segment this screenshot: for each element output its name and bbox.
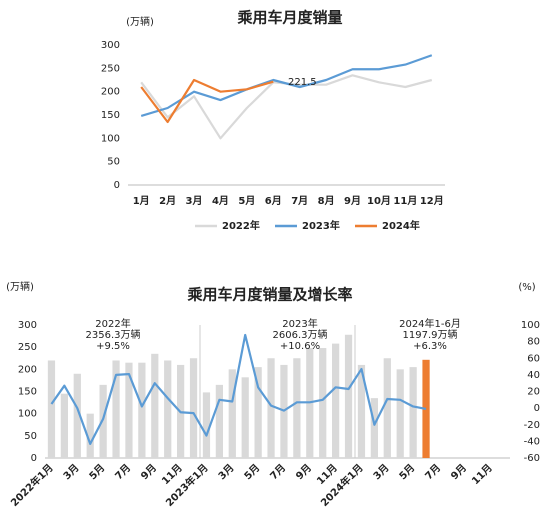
x-tick-label: 9月 xyxy=(294,462,314,482)
bar xyxy=(202,392,211,458)
bar xyxy=(370,398,378,458)
y-tick-label: 250 xyxy=(101,63,120,74)
x-tick-label: 10月 xyxy=(367,195,391,207)
x-tick-label: 11月 xyxy=(469,462,494,487)
legend-label: 2024年 xyxy=(382,219,420,232)
annotation: 2022年 xyxy=(95,317,130,330)
x-tick-label: 9月 xyxy=(344,195,361,207)
bar xyxy=(189,358,198,458)
chart-title: 乘用车月度销量 xyxy=(236,9,342,27)
y2-unit-label: (%) xyxy=(518,282,535,293)
x-tick-label: 2月 xyxy=(159,195,176,207)
y-tick-label: 150 xyxy=(101,110,120,121)
line xyxy=(50,333,427,445)
x-tick-label: 3月 xyxy=(186,195,203,207)
annotation: +10.6% xyxy=(280,341,320,352)
y-tick-label: 200 xyxy=(18,364,37,375)
legend-label: 2023年 xyxy=(302,219,340,232)
x-tick-label: 7月 xyxy=(291,195,308,207)
bar xyxy=(383,358,391,458)
annotation: 2023年 xyxy=(282,317,317,330)
y2-tick-label: 0 xyxy=(534,403,540,414)
annotation: 2356.3万辆 xyxy=(86,328,141,341)
chart-title: 乘用车月度销量及增长率 xyxy=(186,286,352,304)
y2-tick-label: 40 xyxy=(527,370,540,381)
x-tick-label: 7月 xyxy=(268,462,288,482)
annotation: +6.3% xyxy=(413,341,447,352)
x-tick-label: 9月 xyxy=(139,462,159,482)
x-tick-label: 3月 xyxy=(371,462,391,482)
y2-tick-label: -60 xyxy=(524,453,540,464)
bar xyxy=(357,364,366,458)
annotation: 1197.9万辆 xyxy=(403,328,458,341)
annotation: +9.5% xyxy=(96,341,130,352)
bar xyxy=(151,353,159,458)
y-tick-label: 0 xyxy=(31,453,37,464)
x-tick-label: 9月 xyxy=(449,462,469,482)
x-tick-label: 11月 xyxy=(393,195,417,207)
line xyxy=(140,74,433,140)
bar xyxy=(164,360,172,458)
bar xyxy=(215,384,223,458)
bar xyxy=(228,369,236,458)
bar xyxy=(86,413,94,458)
x-tick-label: 12月 xyxy=(420,195,444,207)
legend-label: 2022年 xyxy=(222,219,260,232)
x-tick-label: 6月 xyxy=(265,195,282,207)
bar xyxy=(47,360,56,458)
x-tick-label: 5月 xyxy=(242,462,262,482)
line xyxy=(140,78,274,124)
y-tick-label: 50 xyxy=(107,157,120,168)
y2-tick-label: -40 xyxy=(524,436,540,447)
y2-tick-label: 60 xyxy=(527,353,540,364)
annotation: 2606.3万辆 xyxy=(273,328,328,341)
bar xyxy=(293,358,301,458)
y-tick-label: 100 xyxy=(18,409,37,420)
bar xyxy=(409,367,417,458)
line xyxy=(140,54,433,117)
y-tick-label: 200 xyxy=(101,87,120,98)
annotation: 221.5 xyxy=(288,77,317,88)
bar xyxy=(60,393,68,458)
y2-tick-label: 80 xyxy=(527,337,540,348)
bar xyxy=(332,343,340,458)
y2-tick-label: 100 xyxy=(521,320,540,331)
bar xyxy=(125,362,133,458)
x-tick-label: 8月 xyxy=(318,195,335,207)
bar xyxy=(267,358,275,458)
bar xyxy=(112,360,120,458)
x-tick-label: 7月 xyxy=(423,462,443,482)
bar xyxy=(241,377,249,458)
y-tick-label: 50 xyxy=(24,431,37,442)
bar xyxy=(396,369,404,458)
x-tick-label: 3月 xyxy=(61,462,81,482)
y-tick-label: 0 xyxy=(114,180,120,191)
y-tick-label: 250 xyxy=(18,342,37,353)
y-unit-label: (万辆) xyxy=(126,15,154,28)
x-tick-label: 3月 xyxy=(216,462,236,482)
y-tick-label: 150 xyxy=(18,387,37,398)
x-tick-label: 5月 xyxy=(397,462,417,482)
x-tick-label: 5月 xyxy=(238,195,255,207)
bar xyxy=(344,334,353,458)
y-tick-label: 100 xyxy=(101,133,120,144)
bar xyxy=(73,373,81,458)
x-tick-label: 5月 xyxy=(87,462,107,482)
x-tick-label: 4月 xyxy=(212,195,229,207)
bar xyxy=(254,367,262,458)
bar xyxy=(138,362,146,458)
y2-tick-label: 20 xyxy=(527,387,540,398)
x-tick-label: 1月 xyxy=(133,195,150,207)
bar xyxy=(319,348,327,458)
x-tick-label: 2022年1月 xyxy=(8,461,56,509)
y-tick-label: 300 xyxy=(18,320,37,331)
annotation: 2024年1-6月 xyxy=(399,317,461,330)
y2-tick-label: -20 xyxy=(524,420,540,431)
bar xyxy=(99,384,107,458)
x-tick-label: 7月 xyxy=(113,462,133,482)
y-tick-label: 300 xyxy=(101,40,120,51)
y-unit-label: (万辆) xyxy=(6,280,34,293)
